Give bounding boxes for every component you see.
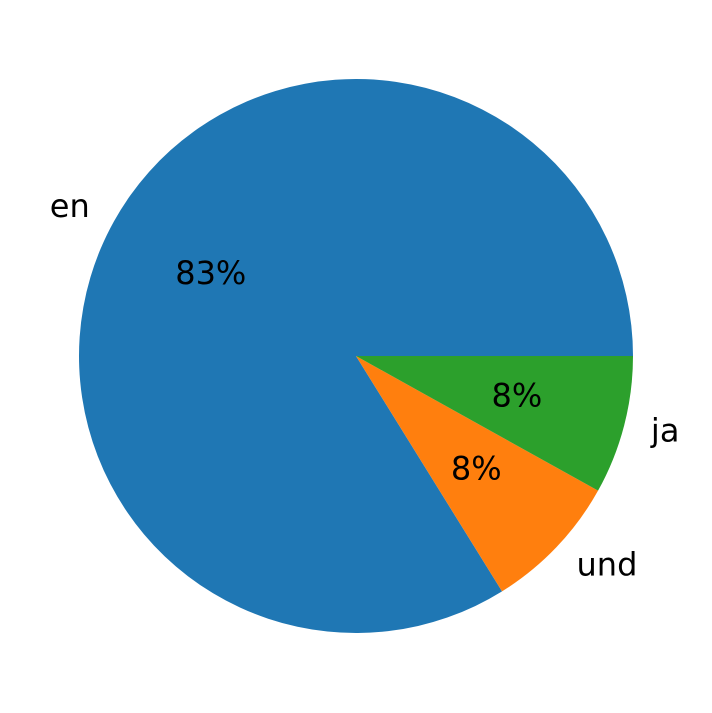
pie-slice (78, 79, 634, 634)
slice-label: ja (650, 412, 680, 450)
pie-slice (356, 356, 633, 491)
pie-slice (356, 356, 599, 592)
percent-label: 8% (491, 377, 542, 415)
percent-label: 83% (175, 254, 246, 292)
slice-label: und (577, 545, 638, 583)
slice-label: en (50, 187, 90, 225)
percent-label: 8% (451, 450, 502, 488)
